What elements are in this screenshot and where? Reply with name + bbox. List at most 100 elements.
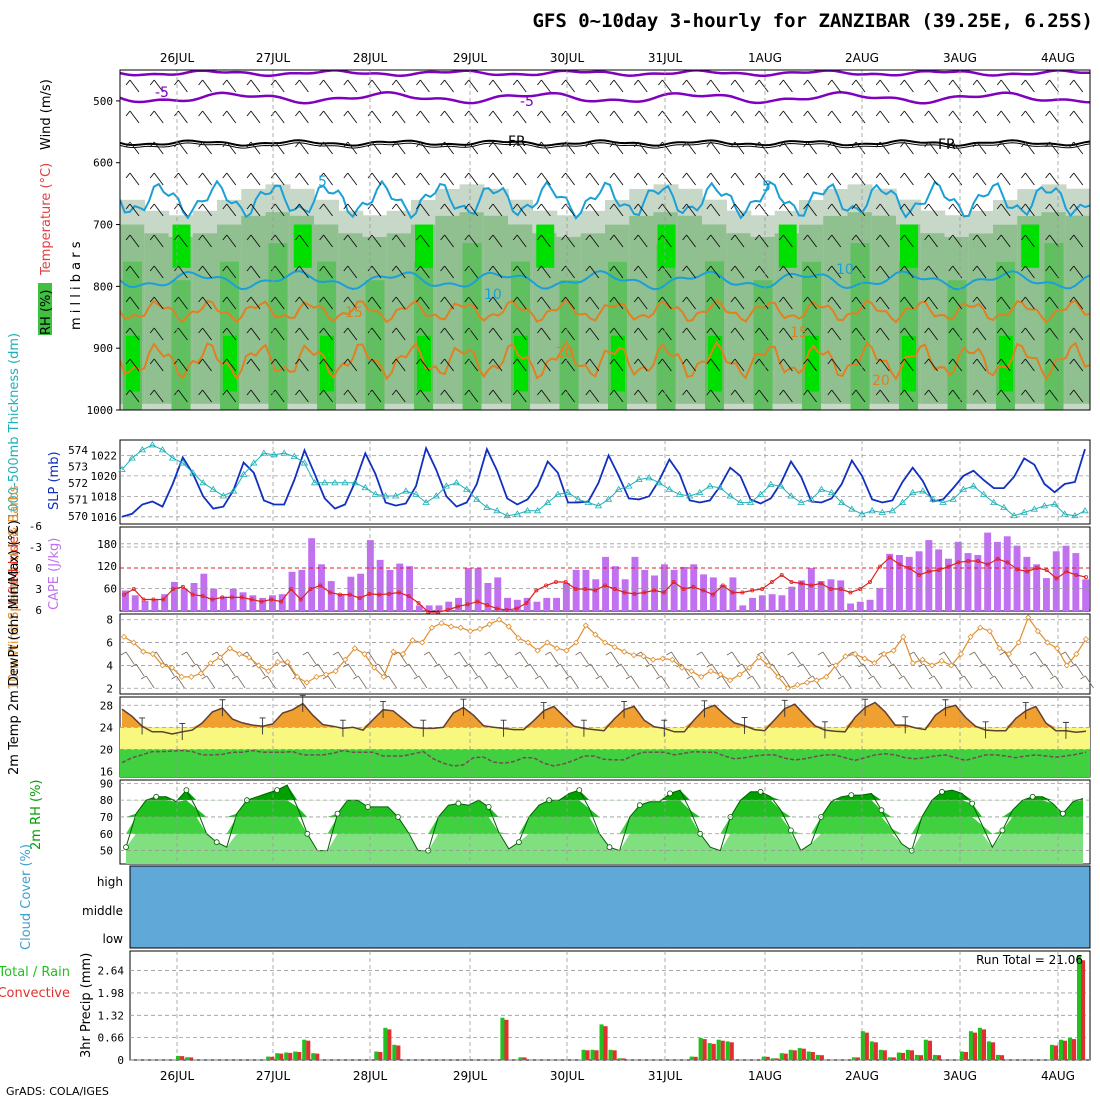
wind-barb [367,296,382,310]
cape-bar [621,579,629,611]
temp-minmax-bar [741,716,748,734]
wind-speed-point [217,654,224,661]
wind-barb [440,110,454,124]
cape-bar [288,571,296,611]
rh-cell-green [753,280,773,410]
rh-cell-mid [1065,215,1090,404]
wind-barb [1069,79,1084,93]
cape-bar [1003,536,1011,611]
precip-legend-total: Total / Rain [0,965,70,980]
wind-barb [682,172,696,186]
precip-convective-bar [882,1050,887,1060]
lifted-index-point [1064,569,1069,574]
precip-axis-label: 3hr Precip (mm) [79,953,94,1058]
wind-barb [706,389,721,403]
wind-speed-point [351,645,358,652]
rh-cell-green [656,243,676,410]
temp-minmax-bar [380,700,387,718]
thickness-point [675,490,684,497]
wind10m-barb [231,675,246,689]
lifted-index-point [524,601,529,606]
precip-convective-bar [585,1050,590,1060]
temp-minmax-bar [299,694,306,712]
cape-bar [807,568,815,611]
wind-speed-point [178,673,185,680]
wind-barb [682,358,696,372]
wind-speed-point [929,662,936,669]
wind-barb [246,110,261,124]
rh-point [334,810,341,817]
wind-barb [924,203,938,217]
lifted-index-point [406,594,411,599]
thickness-point [239,470,248,477]
precip-total-bar [914,1054,919,1060]
wind-barb [1021,358,1035,372]
wind-barb [1045,265,1059,279]
lifted-index-point [308,587,313,592]
wind-speed-point [784,685,791,692]
bottom-date-label: 4AUG [1041,1069,1075,1083]
wind10m-barb [120,651,135,665]
wind-barb [149,327,164,341]
precip-total-bar [851,1057,856,1060]
cape-bar [837,580,845,611]
thickness-point [310,479,319,486]
wind10m-barb [130,663,145,677]
wind-barb [174,296,188,310]
wind-speed-point [274,658,281,666]
precip-convective-bar [810,1052,815,1060]
wind-barb [512,141,527,155]
rh-cell-bright [536,224,555,268]
wind10m-barb [918,663,933,677]
temp-minmax-bar [420,719,427,737]
precip-tick: 1.98 [98,987,125,1000]
lifted-index-point [828,587,833,592]
thickness-point [817,485,826,492]
wind10m-barb [494,663,509,677]
wind10m-barb [403,663,418,677]
wind-barb [754,172,769,186]
rh-cell-bright [293,224,312,268]
wind-barb [440,172,454,186]
wind-speed-point [832,662,839,669]
wind-barb [730,172,745,186]
wind-barb [633,172,648,186]
contour-label: 5 [318,174,327,190]
wind10m-barb [423,651,438,665]
wind-speed-point [813,677,820,684]
thickness-point [787,492,795,499]
precip-total-bar [293,1051,298,1060]
y-tick-label: 800 [93,280,113,293]
lifted-index-point [1025,569,1030,574]
lifted-index-point [632,591,637,596]
temperature-contour [120,179,1090,220]
cape-tick: 120 [97,560,117,573]
wind10m-barb [433,663,448,677]
wind-barb [512,327,527,341]
thickness-point [483,503,491,510]
cape-bar [876,587,884,611]
lifted-index-point [671,580,676,585]
cape-bar [366,540,374,611]
wind-barb [803,296,817,310]
precip-convective-bar [603,1026,608,1060]
cape-bar [925,540,933,611]
lifted-index-point [563,580,568,585]
wind-barb [561,296,575,310]
precip-total-bar [698,1038,703,1060]
wind-barb [246,265,261,279]
wind-barb [730,358,745,372]
wind-barb [343,203,358,217]
wind-barb [367,141,382,155]
wind-speed-point [130,639,137,646]
thickness-point [868,507,876,514]
lifted-index-point [534,588,539,593]
wind10m-barb [726,651,741,665]
wind-barb [924,296,938,310]
rh-cell-mid [435,215,461,404]
temp-minmax-bar [259,717,266,735]
wind-barb [343,296,358,310]
cape-bar [660,564,668,611]
thickness-point [442,482,451,489]
wind10m-barb [504,675,519,689]
